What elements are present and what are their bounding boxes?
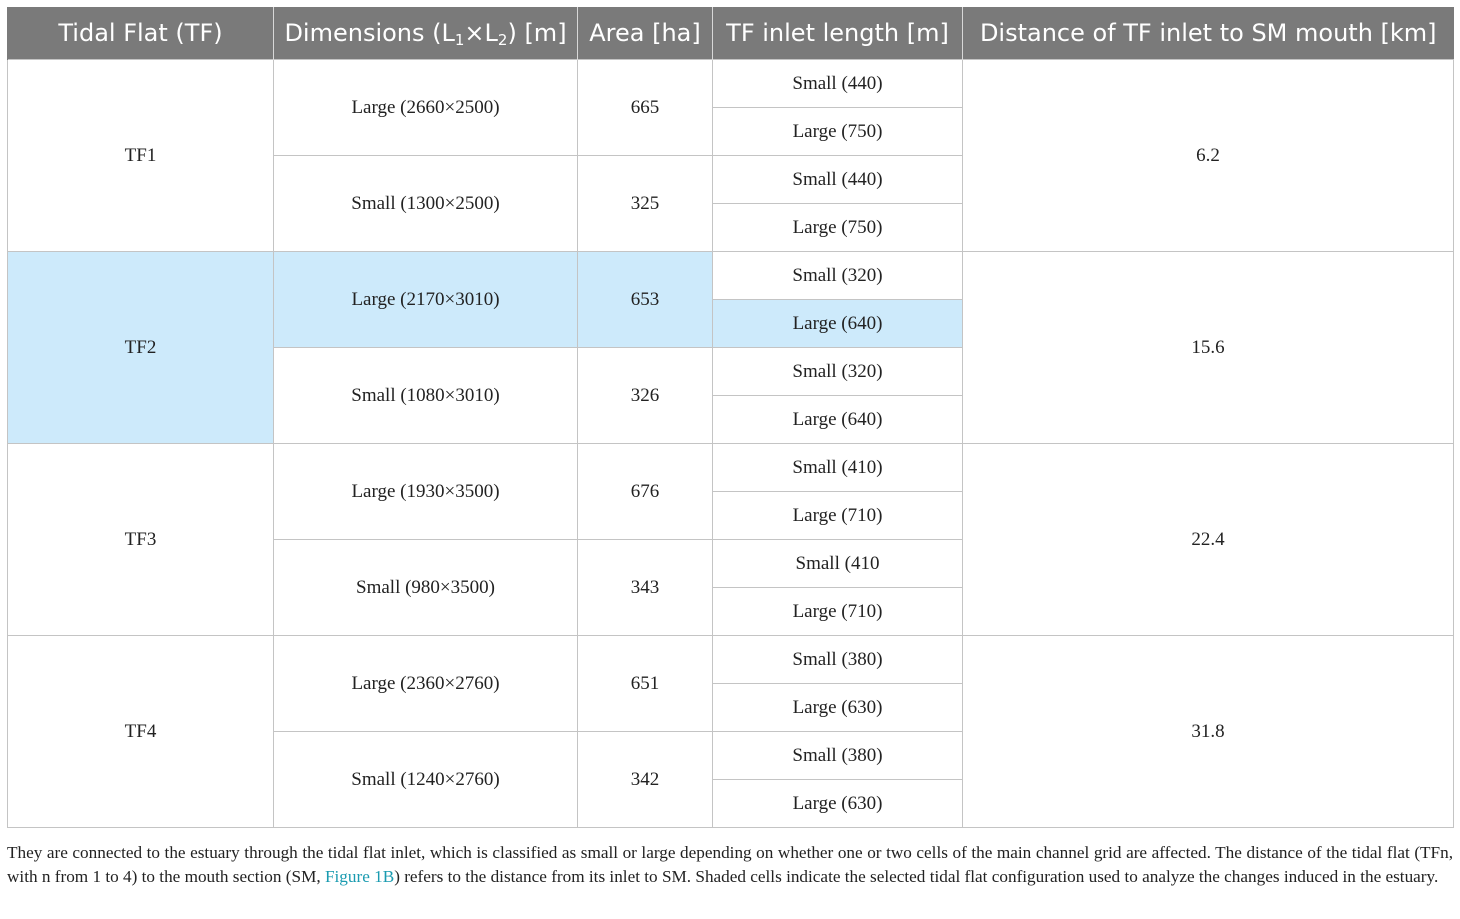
tidal-flat-cell: TF4 (7, 635, 274, 828)
distance-cell: 31.8 (962, 635, 1454, 828)
header-dimensions-mid: ×L (464, 19, 498, 47)
inlet-cell: Small (440) (712, 155, 963, 204)
inlet-cell: Large (640) (712, 395, 963, 444)
area-cell: 665 (577, 59, 713, 156)
tidal-flat-cell-selected: TF2 (7, 251, 274, 444)
table-row: TF1 Large (2660×2500) 665 Small (440) 6.… (7, 59, 1454, 252)
inlet-cell: Small (320) (712, 347, 963, 396)
caption-text-after: ) refers to the distance from its inlet … (394, 867, 1439, 886)
header-distance: Distance of TF inlet to SM mouth [km] (962, 7, 1454, 60)
distance-cell: 6.2 (962, 59, 1454, 252)
dimensions-cell: Large (1930×3500) (273, 443, 578, 540)
inlet-cell: Large (710) (712, 587, 963, 636)
distance-cell: 22.4 (962, 443, 1454, 636)
area-cell: 676 (577, 443, 713, 540)
dimensions-cell: Large (2360×2760) (273, 635, 578, 732)
caption-text-before: They are connected to the estuary throug… (7, 843, 1453, 886)
table-row: TF3 Large (1930×3500) 676 Small (410) 22… (7, 443, 1454, 636)
dimensions-cell: Small (1300×2500) (273, 155, 578, 252)
table-row: TF4 Large (2360×2760) 651 Small (380) 31… (7, 635, 1454, 828)
distance-cell: 15.6 (962, 251, 1454, 444)
tidal-flat-cell: TF3 (7, 443, 274, 636)
table-row: Large (630) (8, 779, 1454, 828)
table-row: Large (750) (8, 107, 1454, 156)
header-area: Area [ha] (577, 7, 713, 60)
dimensions-cell-selected: Large (2170×3010) (273, 251, 578, 348)
inlet-cell: Small (410) (712, 443, 963, 492)
header-dimensions-main: Dimensions (L (284, 19, 455, 47)
inlet-cell: Large (630) (712, 779, 963, 828)
area-cell: 325 (577, 155, 713, 252)
table-row: Large (630) (8, 683, 1454, 732)
area-cell: 342 (577, 731, 713, 828)
header-dimensions: Dimensions (L1×L2) [m] (273, 7, 578, 60)
table-row: Large (640) (8, 395, 1454, 444)
tidal-flat-table: Tidal Flat (TF) Dimensions (L1×L2) [m] A… (7, 7, 1454, 828)
area-cell: 326 (577, 347, 713, 444)
table-caption: They are connected to the estuary throug… (7, 841, 1453, 889)
inlet-cell: Small (320) (712, 251, 963, 300)
area-cell: 651 (577, 635, 713, 732)
tidal-flat-cell: TF1 (7, 59, 274, 252)
table-row: Large (750) (8, 203, 1454, 252)
table-row: TF2 Large (2170×3010) 653 Small (320) 15… (7, 251, 1454, 444)
inlet-cell: Small (380) (712, 731, 963, 780)
header-dimensions-sub2: 2 (497, 31, 508, 49)
dimensions-cell: Large (2660×2500) (273, 59, 578, 156)
table-row: Large (710) (8, 587, 1454, 636)
table-container: Tidal Flat (TF) Dimensions (L1×L2) [m] A… (7, 7, 1454, 828)
area-cell-selected: 653 (577, 251, 713, 348)
inlet-cell-selected: Large (640) (712, 299, 963, 348)
header-tidal-flat: Tidal Flat (TF) (7, 7, 274, 60)
dimensions-cell: Small (1240×2760) (273, 731, 578, 828)
figure-link[interactable]: Figure 1B (324, 867, 395, 886)
table-row: Small (1240×2760) 342 Small (380) (8, 731, 1454, 828)
table-row: Small (1080×3010) 326 Small (320) (8, 347, 1454, 444)
inlet-cell: Small (410 (712, 539, 963, 588)
header-dimensions-end: ) [m] (507, 19, 567, 47)
inlet-cell: Large (710) (712, 491, 963, 540)
table-row: Small (1300×2500) 325 Small (440) (8, 155, 1454, 252)
header-inlet-length: TF inlet length [m] (712, 7, 963, 60)
table-row: Small (980×3500) 343 Small (410 (8, 539, 1454, 636)
header-dimensions-sub1: 1 (454, 31, 465, 49)
header-row: Tidal Flat (TF) Dimensions (L1×L2) [m] A… (7, 7, 1454, 60)
inlet-cell: Small (440) (712, 59, 963, 108)
inlet-cell: Large (750) (712, 203, 963, 252)
dimensions-cell: Small (1080×3010) (273, 347, 578, 444)
area-cell: 343 (577, 539, 713, 636)
dimensions-cell: Small (980×3500) (273, 539, 578, 636)
inlet-cell: Large (630) (712, 683, 963, 732)
inlet-cell: Large (750) (712, 107, 963, 156)
inlet-cell: Small (380) (712, 635, 963, 684)
table-row: Large (640) (8, 299, 1454, 348)
